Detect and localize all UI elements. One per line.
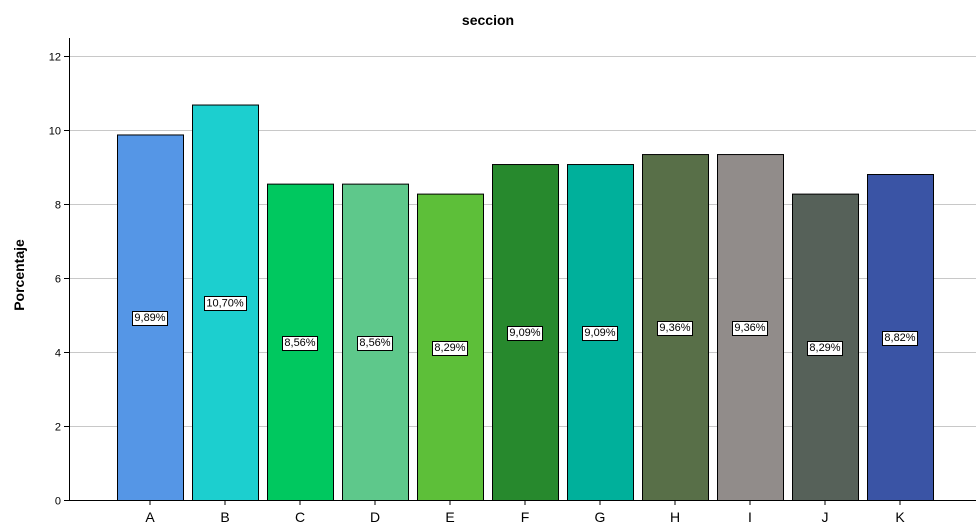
data-label-text: 8,29% xyxy=(809,342,840,354)
data-label: 9,09% xyxy=(507,326,543,341)
x-tick-label: I xyxy=(748,509,752,525)
data-label-text: 8,29% xyxy=(434,342,465,354)
data-label-box xyxy=(282,336,318,351)
data-label-text: 8,82% xyxy=(884,332,915,344)
y-tick-label: 10 xyxy=(49,126,61,138)
data-label-box xyxy=(132,311,168,326)
y-tick-label: 0 xyxy=(55,496,61,508)
data-label: 8,56% xyxy=(357,336,393,351)
y-tick-label: 2 xyxy=(55,422,61,434)
bar-K xyxy=(867,174,934,502)
x-tick-label: H xyxy=(670,509,680,525)
data-label: 8,29% xyxy=(432,341,468,356)
data-label-text: 9,36% xyxy=(659,322,690,334)
data-label-text: 9,89% xyxy=(134,312,165,324)
data-label-box xyxy=(732,321,768,336)
y-tick-label: 12 xyxy=(49,52,61,64)
data-label-box xyxy=(882,331,918,346)
data-labels: 9,89% 10,70% 8,56% 8,56% 8,29% 9,09% 9,09% 9,36… xyxy=(132,296,918,356)
data-label-box xyxy=(507,326,543,341)
data-label: 9,36% xyxy=(732,321,768,336)
data-label-box xyxy=(807,341,843,356)
y-axis-label: Porcentaje xyxy=(11,239,27,311)
x-tick-label: F xyxy=(521,509,530,525)
data-label-text: 10,70% xyxy=(206,297,244,309)
data-label-text: 9,09% xyxy=(584,327,615,339)
chart-title: seccion xyxy=(462,12,514,28)
data-label: 10,70% xyxy=(204,296,247,311)
x-tick-label: A xyxy=(145,509,155,525)
data-label: 8,56% xyxy=(282,336,318,351)
x-tick-label: B xyxy=(220,509,229,525)
x-tick-label: C xyxy=(295,509,305,525)
data-label-text: 8,56% xyxy=(284,337,315,349)
data-label-text: 8,56% xyxy=(359,337,390,349)
x-tick-label: D xyxy=(370,509,380,525)
x-tick-label: G xyxy=(595,509,606,525)
data-label: 9,09% xyxy=(582,326,618,341)
data-label: 9,89% xyxy=(132,311,168,326)
data-label-box xyxy=(432,341,468,356)
data-label-text: 9,36% xyxy=(734,322,765,334)
data-label-box xyxy=(357,336,393,351)
y-tick-label: 8 xyxy=(55,200,61,212)
data-label-box xyxy=(204,296,247,311)
x-tick-label: E xyxy=(445,509,454,525)
data-label-text: 9,09% xyxy=(509,327,540,339)
data-label: 9,36% xyxy=(657,321,693,336)
data-label-box xyxy=(657,321,693,336)
data-label: 8,82% xyxy=(882,331,918,346)
data-label: 8,29% xyxy=(807,341,843,356)
y-tick-label: 6 xyxy=(55,274,61,286)
x-tick-label: J xyxy=(822,509,829,525)
data-label-box xyxy=(582,326,618,341)
y-axis-ticks: 0 2 4 6 8 10 12 xyxy=(49,52,69,508)
y-tick-label: 4 xyxy=(55,348,61,360)
x-tick-label: K xyxy=(895,509,905,525)
x-axis-ticks: A B C D E F G H I J K xyxy=(145,500,905,525)
